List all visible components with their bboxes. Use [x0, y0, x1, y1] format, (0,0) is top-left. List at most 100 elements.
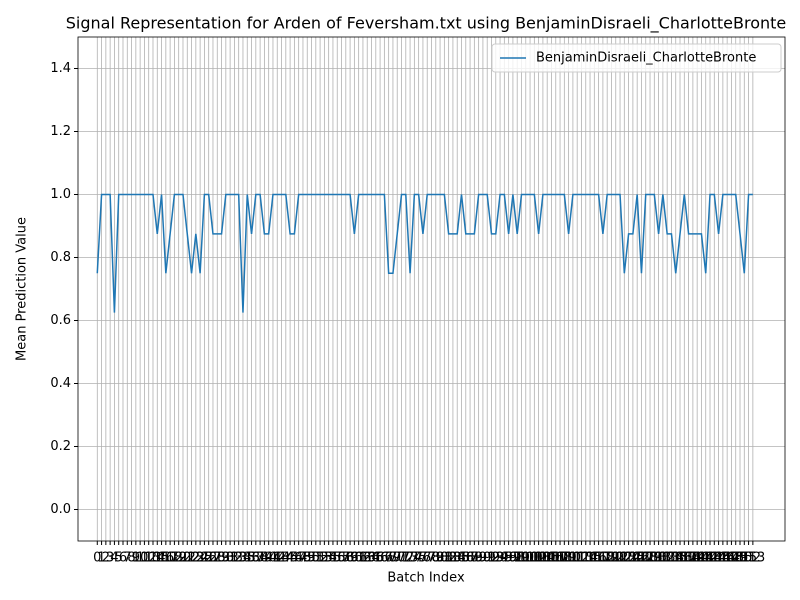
x-tick-label: 42	[269, 551, 286, 566]
x-tick-label: 15	[153, 551, 170, 566]
x-tick-label: 37	[248, 551, 265, 566]
x-tick-label: 109	[552, 551, 577, 566]
x-tick-label: 50	[303, 551, 320, 566]
x-tick-label: 94	[492, 551, 509, 566]
x-tick-label: 34	[235, 551, 252, 566]
x-tick-label: 33	[230, 551, 247, 566]
x-tick-label: 142	[693, 551, 718, 566]
x-tick-label: 153	[740, 551, 765, 566]
x-tick-label: 64	[363, 551, 380, 566]
x-tick-label: 96	[500, 551, 517, 566]
x-tick-label: 53	[316, 551, 333, 566]
x-tick-label: 17	[162, 551, 179, 566]
x-tick-label: 0	[93, 551, 101, 566]
x-tick-label: 35	[239, 551, 256, 566]
x-tick-label: 27	[205, 551, 222, 566]
x-tick-label: 118	[590, 551, 615, 566]
x-tick-label: 141	[689, 551, 714, 566]
x-tick-label: 125	[620, 551, 645, 566]
x-tick-label: 133	[655, 551, 680, 566]
x-tick-label: 89	[470, 551, 487, 566]
x-tick-label: 10	[132, 551, 149, 566]
x-tick-label: 102	[522, 551, 547, 566]
x-tick-label: 115	[578, 551, 603, 566]
x-tick-label: 92	[483, 551, 500, 566]
x-tick-label: 26	[200, 551, 217, 566]
x-tick-label: 47	[290, 551, 307, 566]
x-tick-label: 73	[402, 551, 419, 566]
x-tick-label: 75	[410, 551, 427, 566]
x-tick-label: 81	[436, 551, 453, 566]
x-tick-label: 97	[505, 551, 522, 566]
plot-frame	[77, 36, 786, 542]
legend-box	[491, 43, 782, 73]
x-axis-label: Batch Index	[387, 571, 465, 586]
x-tick-label: 120	[599, 551, 624, 566]
x-tick-label: 63	[359, 551, 376, 566]
x-tick-label: 76	[415, 551, 432, 566]
x-tick-label: 68	[380, 551, 397, 566]
x-tick-label: 116	[582, 551, 607, 566]
x-tick-label: 114	[573, 551, 598, 566]
x-tick-label: 123	[612, 551, 637, 566]
x-tick-label: 11	[136, 551, 153, 566]
y-tick-label: 1.2	[50, 124, 71, 139]
y-tick-label: 0.0	[50, 502, 71, 517]
legend: BenjaminDisraeli_CharlotteBronte	[491, 43, 782, 73]
y-tick-label: 0.8	[50, 250, 71, 265]
x-tick-label: 59	[342, 551, 359, 566]
x-tick-label: 140	[685, 551, 710, 566]
x-tick-label: 46	[286, 551, 303, 566]
x-tick-label: 9	[132, 551, 140, 566]
x-tick-label: 29	[213, 551, 230, 566]
x-tick-label: 147	[715, 551, 740, 566]
x-tick-label: 83	[445, 551, 462, 566]
x-tick-label: 113	[569, 551, 594, 566]
y-tick-label: 1.0	[50, 187, 71, 202]
x-tick-label: 111	[560, 551, 585, 566]
x-tick-label: 135	[663, 551, 688, 566]
x-tick-label: 20	[175, 551, 192, 566]
x-tick-label: 151	[732, 551, 757, 566]
x-tick-label: 65	[368, 551, 385, 566]
x-tick-label: 99	[513, 551, 530, 566]
x-tick-label: 110	[556, 551, 581, 566]
x-tick-label: 88	[466, 551, 483, 566]
x-tick-label: 72	[398, 551, 415, 566]
x-tick-label: 112	[565, 551, 590, 566]
x-tick-label: 121	[603, 551, 628, 566]
x-tick-label: 106	[539, 551, 564, 566]
x-tick-label: 61	[350, 551, 367, 566]
x-tick-label: 103	[526, 551, 551, 566]
x-tick-label: 6	[119, 551, 127, 566]
x-tick-label: 119	[595, 551, 620, 566]
x-tick-label: 36	[243, 551, 260, 566]
x-tick-label: 145	[706, 551, 731, 566]
x-tick-label: 150	[728, 551, 753, 566]
x-tick-label: 57	[333, 551, 350, 566]
x-tick-label: 1	[97, 551, 105, 566]
x-tick-label: 138	[676, 551, 701, 566]
x-tick-label: 107	[543, 551, 568, 566]
x-tick-label: 23	[188, 551, 205, 566]
x-tick-label: 28	[209, 551, 226, 566]
x-tick-label: 32	[226, 551, 243, 566]
x-tick-label: 108	[548, 551, 573, 566]
x-tick-label: 24	[192, 551, 209, 566]
x-tick-label: 70	[389, 551, 406, 566]
x-tick-label: 104	[530, 551, 555, 566]
x-tick-label: 52	[312, 551, 329, 566]
x-tick-label: 139	[680, 551, 705, 566]
x-tick-label: 80	[432, 551, 449, 566]
x-tick-label: 3	[106, 551, 114, 566]
x-tick-label: 51	[308, 551, 325, 566]
data-line	[96, 193, 753, 313]
x-tick-label: 58	[338, 551, 355, 566]
x-tick-label: 69	[385, 551, 402, 566]
x-tick-label: 22	[183, 551, 200, 566]
x-tick-label: 54	[320, 551, 337, 566]
x-tick-label: 31	[222, 551, 239, 566]
chart-title: Signal Representation for Arden of Fever…	[66, 14, 787, 34]
x-tick-label: 122	[608, 551, 633, 566]
y-axis-label: Mean Prediction Value	[15, 217, 30, 361]
